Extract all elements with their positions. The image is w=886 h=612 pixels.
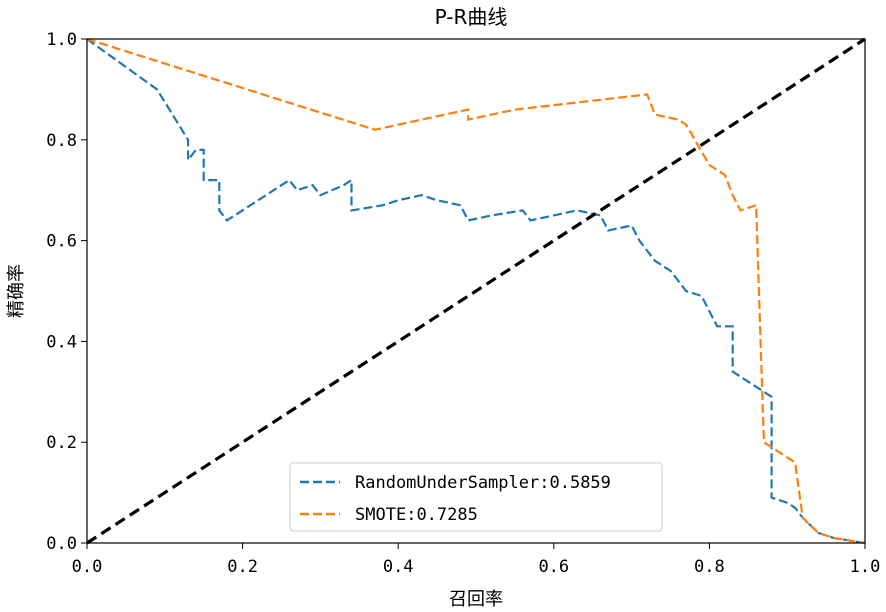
y-axis: 0.0 0.2 0.4 0.6 0.8 1.0 [46, 30, 87, 554]
x-tick-label: 0.2 [227, 557, 258, 577]
legend-entry-randomundersampler: RandomUnderSampler:0.5859 [355, 473, 611, 493]
y-tick-label: 1.0 [46, 30, 77, 50]
series-layer [86, 37, 866, 545]
y-tick-label: 0.0 [46, 534, 77, 554]
y-tick-label: 0.2 [46, 433, 77, 453]
legend-score-smote: 0.7285 [416, 505, 477, 525]
x-tick-label: 1.0 [850, 557, 881, 577]
y-tick-label: 0.4 [46, 332, 77, 352]
x-tick-label: 0.0 [72, 557, 103, 577]
x-axis: 0.0 0.2 0.4 0.6 0.8 1.0 [72, 543, 881, 577]
x-tick-label: 0.4 [383, 557, 414, 577]
series-line-randomundersampler [86, 38, 866, 545]
series-line-baseline [86, 37, 866, 545]
x-tick-label: 0.8 [694, 557, 725, 577]
legend-entry-smote: SMOTE:0.7285 [355, 505, 478, 525]
y-tick-label: 0.8 [46, 131, 77, 151]
x-axis-label: 召回率 [449, 589, 503, 610]
x-tick-label: 0.6 [538, 557, 569, 577]
legend-frame [289, 462, 663, 532]
series-line-smote [86, 37, 866, 545]
y-tick-label: 0.6 [46, 232, 77, 252]
legend-name-randomundersampler: RandomUnderSampler [355, 473, 539, 493]
legend-score-randomundersampler: 0.5859 [549, 473, 610, 493]
legend-name-smote: SMOTE [355, 505, 406, 525]
legend: RandomUnderSampler:0.5859 SMOTE:0.7285 [289, 462, 663, 532]
plot-frame [86, 38, 866, 544]
chart-title: P-R曲线 [435, 5, 508, 29]
y-axis-label: 精确率 [6, 264, 27, 318]
